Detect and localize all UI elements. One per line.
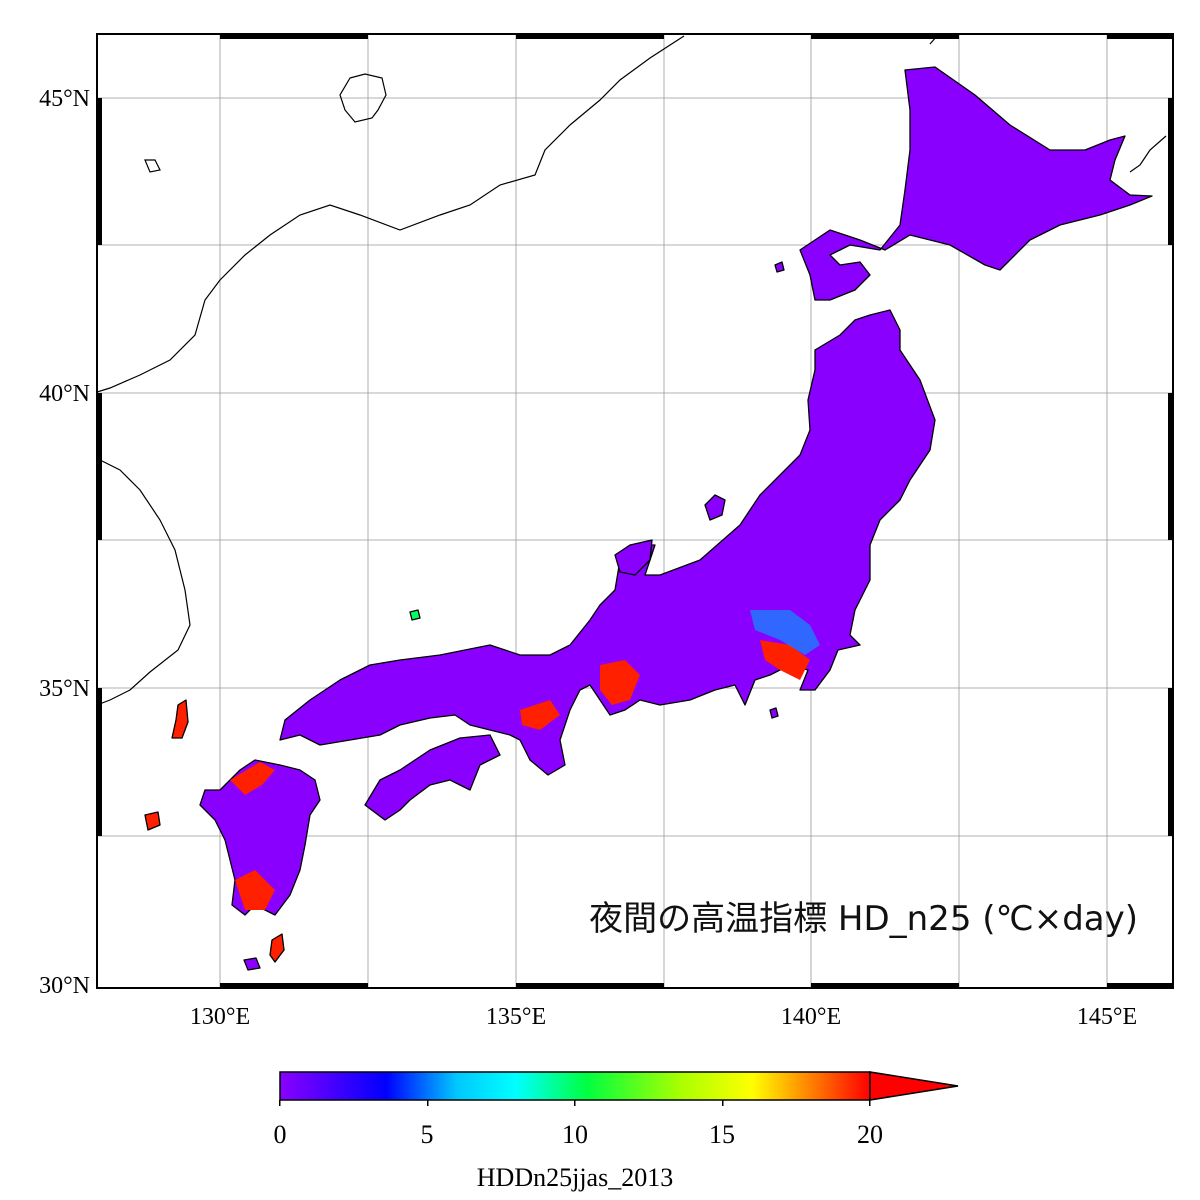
sado — [704, 494, 726, 521]
honshu — [279, 309, 936, 776]
small-island-tsushima — [171, 699, 189, 739]
colorbar-tick-20: 20 — [857, 1120, 883, 1149]
colorbar: 0 5 10 15 20 HDDn25jjas_2013 — [274, 1071, 959, 1192]
small-island-yakushima — [243, 957, 261, 971]
hot-tokyo — [760, 640, 810, 680]
hot-kyushu-s — [235, 870, 275, 910]
small-island-1 — [774, 261, 785, 273]
dataset-label: HDDn25jjas_2013 — [477, 1163, 673, 1192]
lat-tick-30: 30°N — [39, 973, 90, 999]
lon-tick-130: 130°E — [190, 1004, 250, 1030]
colorbar-gradient — [279, 1071, 871, 1101]
lat-tick-labels: 45°N 40°N 35°N 30°N — [39, 86, 90, 999]
colorbar-tick-5: 5 — [421, 1120, 434, 1149]
map-title: 夜間の高温指標 HD_n25 (℃×day) — [589, 899, 1138, 939]
asia-coastline — [97, 35, 1167, 706]
colorbar-tick-15: 15 — [709, 1120, 735, 1149]
small-island-oki — [409, 609, 421, 621]
lon-tick-labels: 130°E 135°E 140°E 145°E — [190, 1004, 1137, 1030]
hot-nagoya — [600, 660, 640, 705]
map-frame — [96, 33, 1174, 989]
lat-tick-45: 45°N — [39, 86, 90, 112]
lon-tick-135: 135°E — [486, 1004, 546, 1030]
lat-tick-35: 35°N — [39, 676, 90, 702]
hot-osaka — [520, 700, 560, 730]
noto — [614, 539, 653, 576]
cool-kanto — [750, 610, 820, 655]
kyushu — [199, 759, 321, 916]
hot-kyushu-n — [230, 762, 275, 795]
colorbar-tick-10: 10 — [562, 1120, 588, 1149]
colorbar-overflow-arrow — [869, 1071, 959, 1101]
small-island-goto — [144, 811, 161, 831]
shikoku — [364, 734, 501, 821]
lat-tick-40: 40°N — [39, 381, 90, 407]
lon-tick-140: 140°E — [781, 1004, 841, 1030]
hokkaido — [799, 66, 1153, 301]
small-island-tanegashima — [269, 933, 285, 963]
small-island-izu — [769, 707, 779, 719]
japan-land — [144, 66, 1153, 971]
lon-tick-145: 145°E — [1077, 1004, 1137, 1030]
colorbar-tick-0: 0 — [274, 1120, 287, 1149]
